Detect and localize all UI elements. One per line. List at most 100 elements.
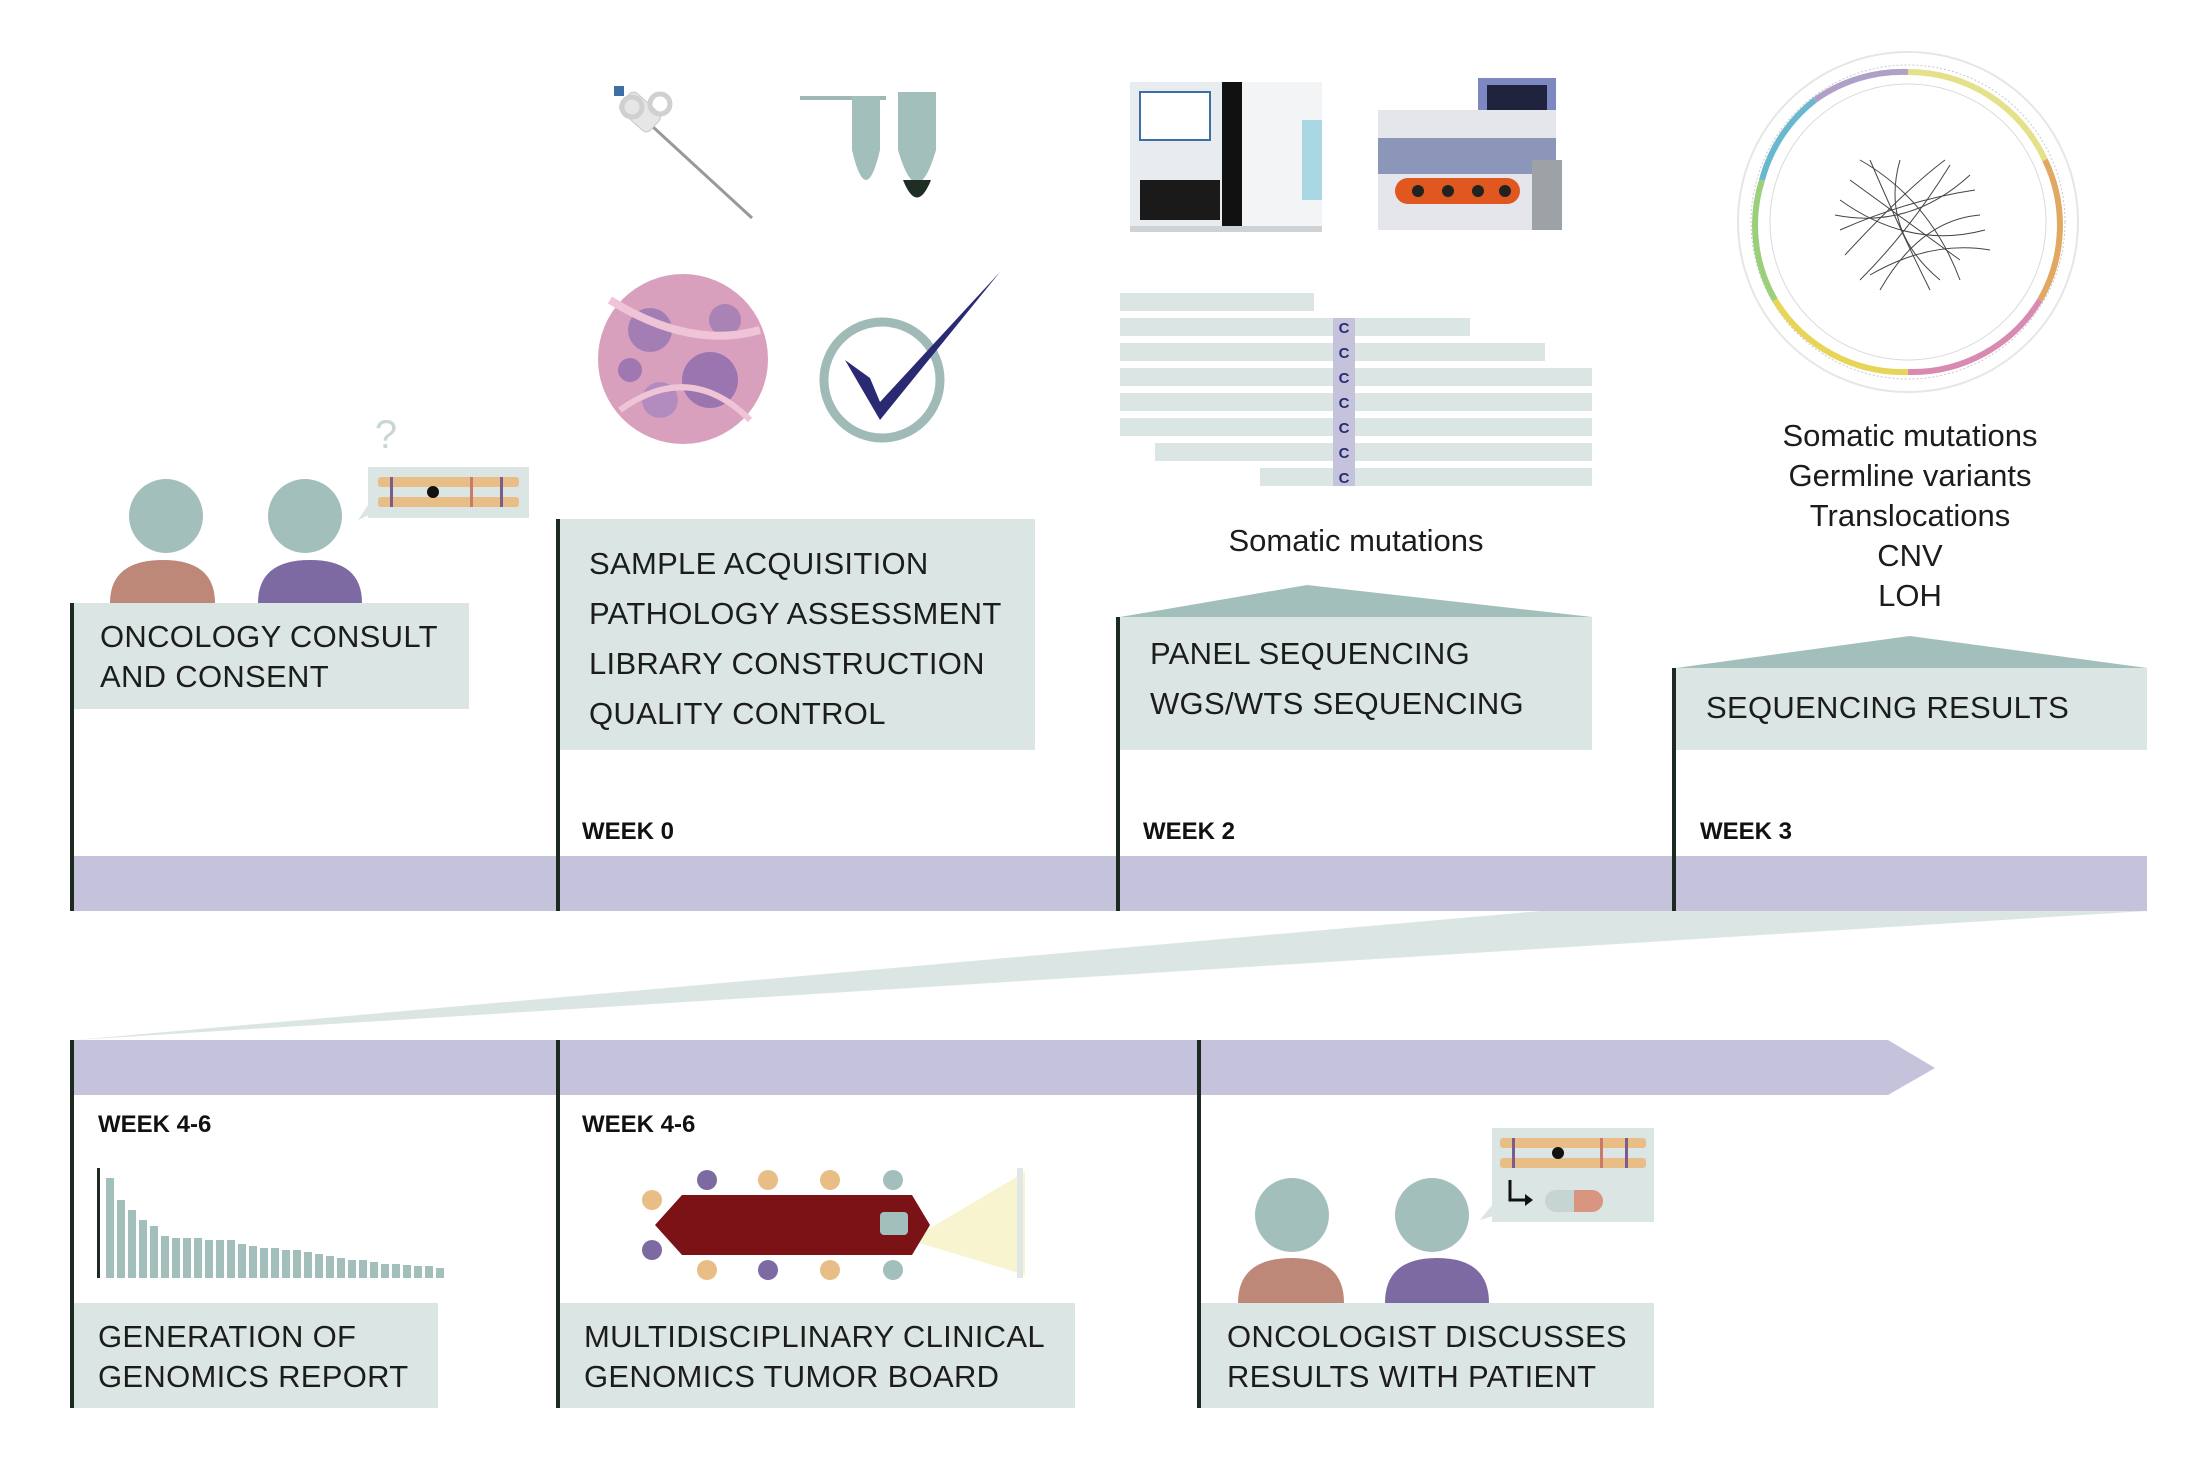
conference-table [655,1195,930,1255]
chromosome-speech-bubble [358,467,529,520]
results-caption-1: Somatic mutations [1782,418,2038,453]
report-bar [282,1250,290,1278]
question-mark: ? [375,413,397,457]
week-3-label: WEEK 3 [1700,818,1793,845]
report-bar [227,1240,235,1278]
patient-figure [110,479,215,603]
tick-week2 [1116,617,1120,911]
sequencer-machine-icon [1130,82,1322,232]
lower-timeline-arrow [72,1040,1935,1095]
variant-base-letter: C [1339,470,1350,487]
tumor-board-icon [642,1168,1025,1280]
sequence-reads-block [1120,293,1592,486]
sequencing-box: PANEL SEQUENCING WGS/WTS SEQUENCING [1120,617,1592,750]
report-chart [97,1168,444,1278]
variant-base-letter: C [1339,445,1350,462]
somatic-caption: Somatic mutations [1228,523,1484,558]
timeline-connector [75,911,2147,1040]
report-bar [370,1262,378,1278]
patient-figure-2 [1238,1178,1344,1303]
tumor-board-box: MULTIDISCIPLINARY CLINICAL GENOMICS TUMO… [560,1303,1075,1408]
consult-line-1: ONCOLOGY CONSULT [100,619,438,654]
tube-icon [800,92,936,198]
report-bar [381,1264,389,1278]
results-caption-4: CNV [1877,538,1943,573]
variant-base-letter: C [1339,320,1350,337]
syringe-icon [614,86,754,220]
upper-timeline-bar [72,856,2147,911]
results-box: SEQUENCING RESULTS [1676,668,2147,750]
tick-consult [70,603,74,911]
report-bar [414,1266,422,1278]
report-bar [106,1178,114,1278]
week-2-label: WEEK 2 [1143,818,1236,845]
report-bar [293,1250,301,1278]
report-bar [183,1238,191,1278]
report-bar [392,1264,400,1278]
report-bar [315,1254,323,1278]
discussion-line-2: RESULTS WITH PATIENT [1227,1359,1597,1394]
report-bar [161,1236,169,1278]
week-4-6-label-report: WEEK 4-6 [98,1111,212,1138]
report-bar [436,1268,444,1278]
report-bar [337,1258,345,1278]
tick-discussion [1197,1040,1201,1408]
sequencing-line-1: PANEL SEQUENCING [1150,636,1471,671]
sample-line-1: SAMPLE ACQUISITION [589,546,929,581]
sequencing-roof [1120,585,1592,617]
results-caption-5: LOH [1878,578,1942,613]
report-bar [128,1210,136,1278]
tick-week3 [1672,668,1676,911]
doctor-figure [258,479,362,603]
results-caption-3: Translocations [1809,498,2011,533]
report-axis [97,1168,100,1278]
ion-torrent-machine-icon [1378,78,1562,230]
tick-week46a [70,1040,74,1408]
report-bar [172,1238,180,1278]
report-bar [348,1260,356,1278]
report-bar [150,1226,158,1278]
report-bar [139,1220,147,1278]
tumor-board-line-2: GENOMICS TUMOR BOARD [584,1359,1000,1394]
projector [880,1212,908,1235]
report-bar [326,1256,334,1278]
discussion-box: ONCOLOGIST DISCUSSES RESULTS WITH PATIEN… [1201,1303,1654,1408]
sample-box: SAMPLE ACQUISITION PATHOLOGY ASSESSMENT … [560,519,1035,750]
discussion-line-1: ONCOLOGIST DISCUSSES [1227,1319,1627,1354]
report-bar [271,1248,279,1278]
results-line-1: SEQUENCING RESULTS [1706,690,2070,725]
consult-box: ONCOLOGY CONSULT AND CONSENT [74,603,469,709]
report-bar [216,1240,224,1278]
results-roof [1676,636,2147,668]
variant-base-letter: C [1339,395,1350,412]
circos-plot-icon [1737,51,2079,393]
sample-line-3: LIBRARY CONSTRUCTION [589,646,985,681]
report-bar [403,1265,411,1278]
tissue-histology-icon [598,274,768,444]
consult-line-2: AND CONSENT [100,659,329,694]
report-bar [260,1248,268,1278]
doctor-figure-2 [1385,1178,1489,1303]
report-bar [249,1246,257,1278]
report-bar [304,1252,312,1278]
report-line-1: GENERATION OF [98,1319,357,1354]
variant-column [1333,318,1355,486]
report-line-2: GENOMICS REPORT [98,1359,409,1394]
report-bar [205,1240,213,1278]
variant-base-letter: C [1339,370,1350,387]
report-bar [238,1244,246,1278]
report-bar [117,1200,125,1278]
results-caption-2: Germline variants [1788,458,2032,493]
sequencing-line-2: WGS/WTS SEQUENCING [1150,686,1524,721]
results-caption-list: Somatic mutations Germline variants Tran… [1710,416,2110,616]
tick-week0 [556,519,560,911]
sample-line-2: PATHOLOGY ASSESSMENT [589,596,1002,631]
tick-week46b [556,1040,560,1408]
report-bar [425,1266,433,1278]
treatment-speech-bubble [1480,1128,1654,1222]
tumor-board-line-1: MULTIDISCIPLINARY CLINICAL [584,1319,1045,1354]
report-bar [359,1260,367,1278]
sample-line-4: QUALITY CONTROL [589,696,886,731]
